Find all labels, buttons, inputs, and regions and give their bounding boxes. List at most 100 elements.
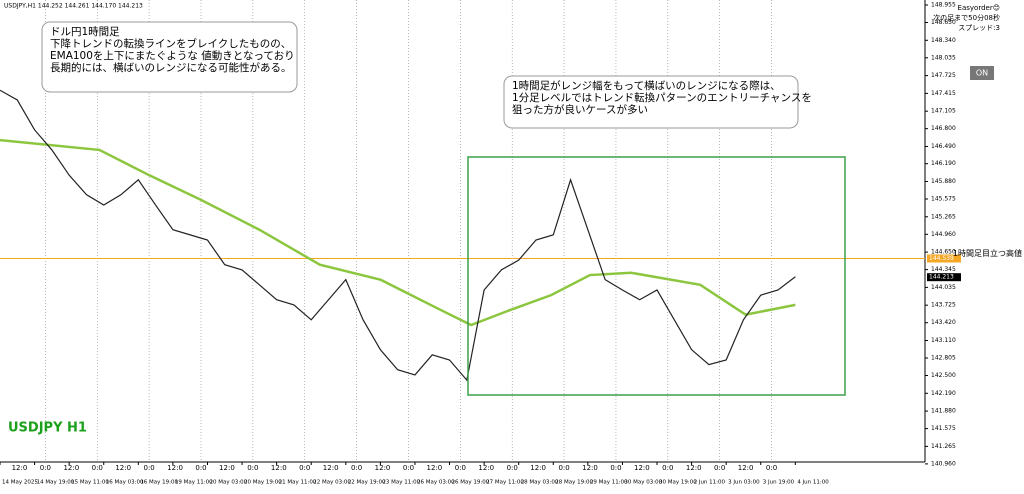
x-tick-label: 22 May 19:00	[348, 480, 386, 486]
y-tick-label: 144.345	[931, 266, 956, 273]
x-tick-label: 30 May 19:00	[659, 480, 697, 486]
y-tick-label: 145.575	[931, 196, 956, 203]
y-tick-label: 142.190	[931, 390, 956, 397]
x-tick-label: 3 Jun 03:00	[728, 480, 760, 486]
y-tick-label: 148.340	[931, 37, 956, 44]
series-line	[0, 89, 796, 382]
time-tick-label: 12:0	[427, 464, 443, 472]
time-tick-label: 12:0	[167, 464, 183, 472]
y-tick-label: 141.880	[931, 408, 956, 415]
y-tick-label: 147.415	[931, 90, 956, 97]
callout-box	[503, 75, 799, 129]
y-tick-label: 144.960	[931, 231, 956, 238]
time-tick-label: 0:0	[455, 464, 466, 472]
time-tick-label: 0:0	[40, 464, 51, 472]
range-box	[467, 156, 846, 396]
x-tick-label: 30 May 03:00	[624, 480, 662, 486]
time-tick-label: 0:0	[92, 464, 103, 472]
x-tick-label: 16 May 03:00	[106, 480, 144, 486]
x-tick-label: 29 May 11:00	[590, 480, 628, 486]
y-tick-label: 146.800	[931, 125, 956, 132]
time-tick-label: 12:0	[115, 464, 131, 472]
x-tick-label: 28 May 19:00	[555, 480, 593, 486]
y-tick-label: 144.650	[931, 249, 956, 256]
y-tick-label: 142.500	[931, 372, 956, 379]
time-tick-label: 12:0	[271, 464, 287, 472]
last-price-box	[927, 273, 961, 282]
x-tick-label: 26 May 03:00	[417, 480, 455, 486]
x-tick-label: 19 May 11:00	[175, 480, 213, 486]
y-tick-label: 143.420	[931, 319, 956, 326]
y-tick-label: 140.960	[931, 460, 956, 467]
y-tick-label: 146.490	[931, 143, 956, 150]
time-tick-label: 12:0	[686, 464, 702, 472]
time-tick-label: 0:0	[766, 464, 777, 472]
time-tick-label: 12:0	[478, 464, 494, 472]
x-tick-label: 22 May 03:00	[313, 480, 351, 486]
time-tick-label: 12:0	[582, 464, 598, 472]
time-tick-label: 12:0	[738, 464, 754, 472]
time-tick-label: 0:0	[403, 464, 414, 472]
level-price: 144.539	[929, 255, 954, 262]
time-tick-label: 0:0	[247, 464, 258, 472]
x-tick-label: 16 May 19:00	[140, 480, 178, 486]
x-tick-label: 14 May 19:00	[37, 480, 75, 486]
time-tick-label: 12:0	[12, 464, 28, 472]
time-tick-label: 0:0	[714, 464, 725, 472]
y-tick-label: 143.725	[931, 302, 956, 309]
x-tick-label: 14 May 2025	[2, 480, 38, 486]
annotations: ドル円1時間足下降トレンドの転換ラインをブレイクしたものの、EMA100を上下に…	[50, 26, 812, 116]
panel-text: Easyorder😊	[958, 4, 1000, 12]
time-tick-label: 0:0	[558, 464, 569, 472]
x-tick-label: 27 May 11:00	[486, 480, 524, 486]
time-tick-label: 0:0	[143, 464, 154, 472]
panel-text: 次の足まで50分08秒	[933, 13, 1000, 22]
x-tick-label: 20 May 19:00	[244, 480, 282, 486]
level-text: 1時間足目立つ高値	[953, 248, 1022, 258]
time-tick-label: 12:0	[530, 464, 546, 472]
time-tick-label: 12:0	[375, 464, 391, 472]
annotation-text: ドル円1時間足	[50, 26, 120, 38]
header: USDJPY,H1 144.252 144.261 144.170 144.21…	[4, 3, 143, 10]
y-tick-label: 145.265	[931, 213, 956, 220]
level-price-box	[927, 254, 961, 263]
on-button[interactable]	[970, 66, 994, 80]
x-tick-label: 2 Jun 11:00	[694, 480, 726, 486]
last-price: 144.213	[929, 274, 954, 281]
x-tick-label: 28 May 03:00	[521, 480, 559, 486]
x-tick-label: 23 May 11:00	[382, 480, 420, 486]
time-tick-label: 0:0	[507, 464, 518, 472]
x-tick-label: 20 May 03:00	[209, 480, 247, 486]
time-tick-label: 0:0	[351, 464, 362, 472]
time-tick-label: 12:0	[323, 464, 339, 472]
x-tick-label: 15 May 11:00	[71, 480, 109, 486]
time-tick-label: 0:0	[662, 464, 673, 472]
y-tick-label: 141.265	[931, 443, 956, 450]
time-tick-label: 0:0	[610, 464, 621, 472]
y-tick-label: 147.105	[931, 108, 956, 115]
on-button-label[interactable]: ON	[976, 69, 988, 78]
y-tick-label: 146.190	[931, 160, 956, 167]
annotation-text: 1時間足がレンジ幅をもって横ばいのレンジになる際は、	[512, 79, 781, 92]
annotation-text: EMA100を上下にまたぐような 値動きとなっており	[50, 49, 295, 62]
series-line	[0, 138, 796, 327]
y-tick-label: 147.725	[931, 72, 956, 79]
y-tick-label: 144.035	[931, 284, 956, 291]
time-tick-label: 12:0	[219, 464, 235, 472]
annotation-text: 1分足レベルではトレンド転換パターンのエントリーチャンスを	[512, 92, 812, 104]
x-tick-label: 26 May 19:00	[452, 480, 490, 486]
y-tick-label: 141.575	[931, 425, 956, 432]
y-tick-label: 148.955	[931, 1, 956, 8]
time-tick-label: 12:0	[63, 464, 79, 472]
annotation-text: 下降トレンドの転換ラインをブレイクしたものの、	[50, 37, 291, 50]
x-tick-label: 4 Jun 11:00	[797, 480, 829, 486]
panel-text: スプレッド:3	[958, 24, 1000, 32]
x-tick-label: 3 Jun 19:00	[763, 480, 795, 486]
time-tick-label: 0:0	[195, 464, 206, 472]
x-tick-label: 21 May 11:00	[279, 480, 317, 486]
time-tick-label: 12:0	[634, 464, 650, 472]
annotation-text: 狙った方が良いケースが多い	[512, 103, 648, 116]
callout-box	[41, 21, 298, 93]
y-tick-label: 142.805	[931, 354, 956, 361]
